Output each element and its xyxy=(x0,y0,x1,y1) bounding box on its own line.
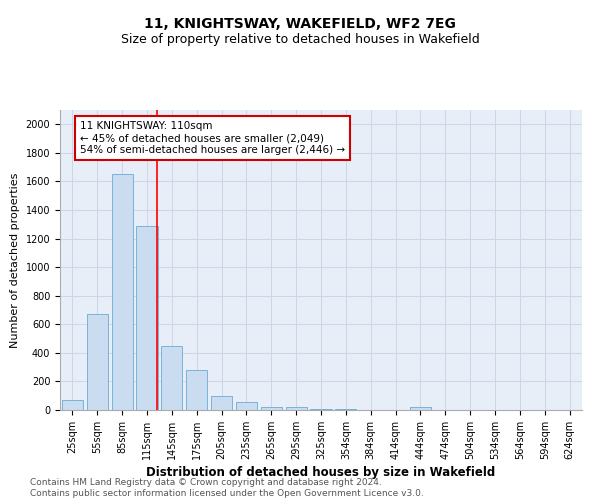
Bar xyxy=(236,402,257,410)
Bar xyxy=(112,174,133,410)
Bar xyxy=(286,407,307,410)
Y-axis label: Number of detached properties: Number of detached properties xyxy=(10,172,20,348)
Bar xyxy=(410,407,431,410)
X-axis label: Distribution of detached houses by size in Wakefield: Distribution of detached houses by size … xyxy=(146,466,496,479)
Bar xyxy=(87,314,108,410)
Text: 11 KNIGHTSWAY: 110sqm
← 45% of detached houses are smaller (2,049)
54% of semi-d: 11 KNIGHTSWAY: 110sqm ← 45% of detached … xyxy=(80,122,345,154)
Text: 11, KNIGHTSWAY, WAKEFIELD, WF2 7EG: 11, KNIGHTSWAY, WAKEFIELD, WF2 7EG xyxy=(144,18,456,32)
Bar xyxy=(161,346,182,410)
Bar xyxy=(136,226,158,410)
Text: Contains HM Land Registry data © Crown copyright and database right 2024.
Contai: Contains HM Land Registry data © Crown c… xyxy=(30,478,424,498)
Text: Size of property relative to detached houses in Wakefield: Size of property relative to detached ho… xyxy=(121,32,479,46)
Bar xyxy=(211,396,232,410)
Bar xyxy=(261,407,282,410)
Bar xyxy=(310,408,332,410)
Bar xyxy=(62,400,83,410)
Bar xyxy=(186,370,207,410)
